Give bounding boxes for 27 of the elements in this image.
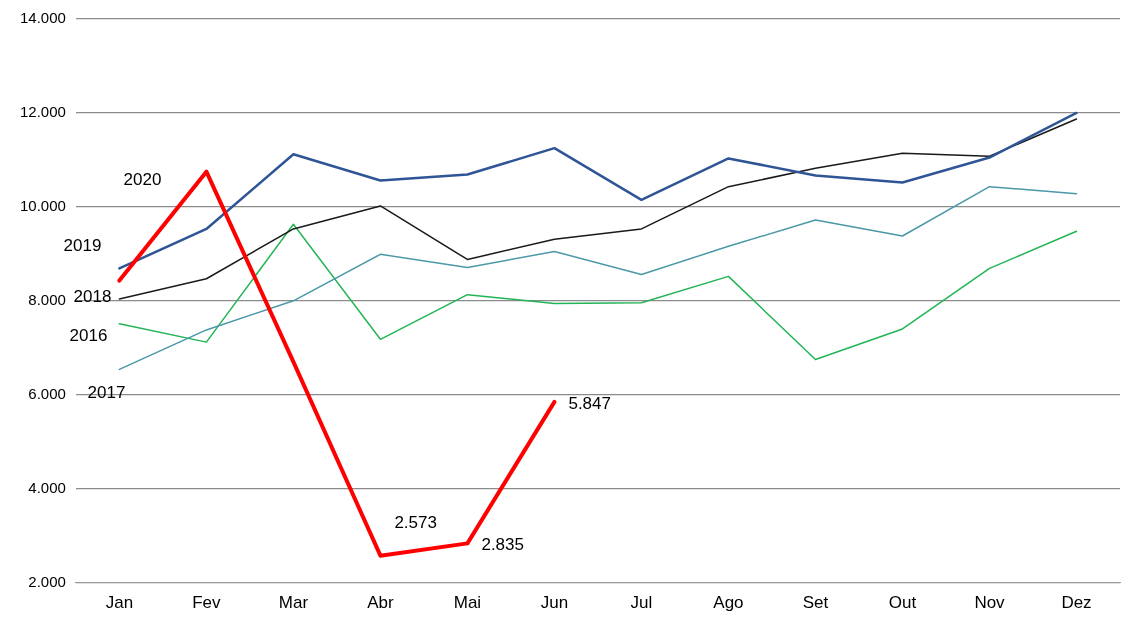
series-label: 2020 xyxy=(123,170,162,190)
y-tick-label: 14.000 xyxy=(19,9,66,27)
y-tick-label: 12.000 xyxy=(19,103,66,121)
y-tick-label: 6.000 xyxy=(28,384,66,402)
x-tick-label: Jun xyxy=(540,593,569,613)
x-tick-label: Out xyxy=(888,593,917,613)
x-tick-label: Jan xyxy=(105,593,134,613)
x-tick-label: Fev xyxy=(192,593,222,613)
series-label: 2017 xyxy=(87,383,126,403)
x-tick-label: Nov xyxy=(974,593,1006,613)
y-tick-label: 8.000 xyxy=(28,290,66,308)
x-tick-label: Mar xyxy=(278,593,309,613)
y-tick-label: 2.000 xyxy=(28,572,66,590)
x-tick-label: Jul xyxy=(630,593,653,613)
series-label: 2018 xyxy=(73,286,112,306)
series-label: 2016 xyxy=(69,325,108,345)
x-tick-label: Mai xyxy=(453,593,482,613)
x-tick-label: Ago xyxy=(713,593,744,613)
x-tick-label: Set xyxy=(802,593,829,613)
x-tick-label: Abr xyxy=(367,593,394,613)
data-label: 5.847 xyxy=(568,393,611,413)
y-tick-label: 4.000 xyxy=(28,478,66,496)
y-tick-label: 10.000 xyxy=(19,197,66,215)
data-label: 2.835 xyxy=(481,535,524,555)
x-tick-label: Dez xyxy=(1061,593,1092,613)
data-label: 2.573 xyxy=(394,513,437,533)
series-label: 2019 xyxy=(63,236,102,256)
